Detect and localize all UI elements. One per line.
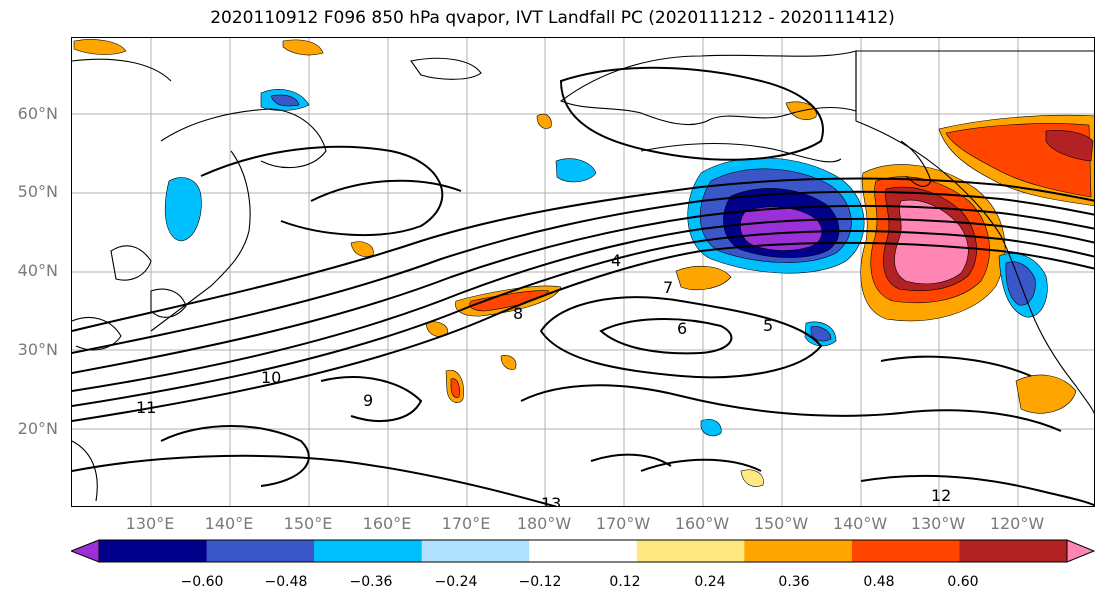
colorbar-tick-060: 0.60 xyxy=(947,574,979,590)
lon-label-130e: 130°E xyxy=(125,514,175,533)
colorbar-tick-048: 0.48 xyxy=(863,574,895,590)
colorbar-segments xyxy=(71,539,1095,563)
lon-label-170e: 170°E xyxy=(441,514,491,533)
colorbar-segment xyxy=(529,540,638,562)
lon-label-160w: 160°W xyxy=(674,514,730,533)
colorbar-segment xyxy=(206,540,315,562)
contour-label-11: 11 xyxy=(136,398,156,417)
colorbar-tick-neg-048: −0.48 xyxy=(264,574,308,590)
coastlines xyxy=(72,50,1094,502)
contour-label-9: 9 xyxy=(363,391,373,410)
contour-label-8: 8 xyxy=(513,304,523,323)
contour-label-7: 7 xyxy=(663,278,673,297)
lat-label-30n: 30°N xyxy=(17,340,58,359)
colorbar-extend-high xyxy=(1066,539,1095,563)
contour-label-13: 13 xyxy=(541,494,561,507)
colorbar-segment xyxy=(851,540,960,562)
colorbar-extend-low xyxy=(71,539,100,563)
contour-label-10: 10 xyxy=(261,368,281,387)
colorbar-tick-012: 0.12 xyxy=(609,574,641,590)
colorbar-segment xyxy=(421,540,530,562)
ivt-contours xyxy=(72,66,1094,506)
lon-label-130w: 130°W xyxy=(910,514,966,533)
map-panel: 4 5 6 7 8 9 10 11 12 13 xyxy=(71,37,1095,507)
colorbar-tick-neg-060: −0.60 xyxy=(180,574,224,590)
colorbar-tick-024: 0.24 xyxy=(694,574,726,590)
colorbar-segment xyxy=(99,540,208,562)
map-title: 2020110912 F096 850 hPa qvapor, IVT Land… xyxy=(210,8,895,28)
colorbar-tick-neg-024: −0.24 xyxy=(434,574,478,590)
lon-label-180w: 180°W xyxy=(516,514,572,533)
shaded-field xyxy=(73,39,1094,487)
contour-label-4: 4 xyxy=(611,251,621,270)
colorbar-segment xyxy=(314,540,423,562)
contour-label-6: 6 xyxy=(677,319,687,338)
lon-label-120w: 120°W xyxy=(989,514,1045,533)
lon-label-160e: 160°E xyxy=(362,514,412,533)
lon-label-150e: 150°E xyxy=(283,514,333,533)
colorbar-outline xyxy=(98,539,1068,563)
lat-label-60n: 60°N xyxy=(17,104,58,123)
colorbar-tick-neg-036: −0.36 xyxy=(349,574,393,590)
lat-label-50n: 50°N xyxy=(17,182,58,201)
lon-label-140e: 140°E xyxy=(204,514,254,533)
colorbar-segment xyxy=(744,540,853,562)
lon-label-140w: 140°W xyxy=(832,514,888,533)
lon-label-170w: 170°W xyxy=(595,514,651,533)
contour-label-12: 12 xyxy=(931,486,951,505)
lat-label-20n: 20°N xyxy=(17,419,58,438)
colorbar-tick-036: 0.36 xyxy=(778,574,810,590)
colorbar-tick-neg-012: −0.12 xyxy=(518,574,562,590)
lat-label-40n: 40°N xyxy=(17,261,58,280)
map-canvas: 4 5 6 7 8 9 10 11 12 13 xyxy=(72,38,1094,507)
lon-label-150w: 150°W xyxy=(753,514,809,533)
contour-label-group: 4 5 6 7 8 9 10 11 12 13 xyxy=(136,251,951,507)
colorbar xyxy=(71,539,1095,563)
colorbar-segment xyxy=(959,540,1068,562)
colorbar-segment xyxy=(636,540,745,562)
contour-label-5: 5 xyxy=(763,316,773,335)
